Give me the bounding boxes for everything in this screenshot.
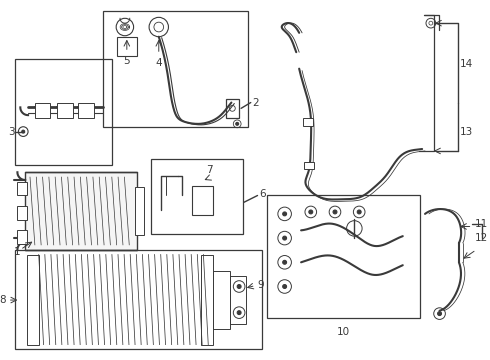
Bar (151, 159, 243, 234)
Circle shape (237, 284, 241, 288)
Bar (25, 172, 137, 250)
Bar (225, 99, 239, 118)
Circle shape (236, 122, 239, 125)
Text: 10: 10 (337, 327, 350, 337)
Text: 8: 8 (0, 295, 6, 305)
Circle shape (333, 210, 337, 214)
Bar (18, 206, 27, 220)
Text: 7: 7 (206, 165, 213, 175)
Bar (201, 255, 213, 345)
Text: 9: 9 (258, 280, 264, 289)
Bar (27, 255, 39, 345)
Circle shape (283, 212, 287, 216)
Text: 1: 1 (14, 247, 21, 257)
Circle shape (237, 311, 241, 315)
Circle shape (357, 210, 361, 214)
Bar (267, 194, 420, 319)
Bar (135, 187, 144, 235)
Bar (57, 103, 73, 118)
Circle shape (283, 260, 287, 264)
Text: 11: 11 (474, 219, 488, 229)
Text: 13: 13 (460, 127, 473, 136)
Bar (78, 103, 94, 118)
Circle shape (283, 284, 287, 288)
Circle shape (22, 130, 24, 133)
Bar (230, 276, 246, 324)
Bar (102, 10, 248, 127)
Circle shape (438, 312, 441, 316)
Bar (18, 230, 27, 244)
Text: 6: 6 (260, 189, 266, 199)
Text: 5: 5 (123, 56, 130, 66)
Text: 12: 12 (474, 233, 488, 243)
Text: 14: 14 (460, 59, 473, 69)
Bar (16, 59, 112, 166)
Bar (304, 162, 314, 169)
Bar (117, 37, 137, 56)
Text: 3: 3 (8, 127, 15, 136)
Bar (192, 186, 213, 215)
Bar (18, 182, 27, 195)
Bar (213, 271, 230, 329)
Circle shape (283, 236, 287, 240)
Text: 4: 4 (155, 58, 162, 68)
Bar (16, 250, 262, 350)
Bar (303, 118, 313, 126)
Bar (35, 103, 50, 118)
Circle shape (309, 210, 313, 214)
Text: 2: 2 (253, 98, 259, 108)
